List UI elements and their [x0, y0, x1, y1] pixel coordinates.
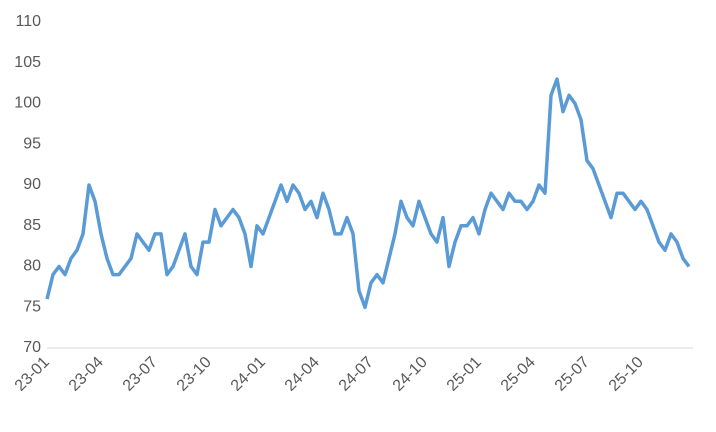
- x-tick-label: 24-04: [282, 354, 323, 395]
- y-tick-label: 80: [23, 258, 41, 275]
- y-tick-label: 105: [14, 54, 41, 71]
- x-tick-label: 25-01: [444, 354, 485, 395]
- y-tick-label: 95: [23, 135, 41, 152]
- x-tick-label: 23-01: [12, 354, 53, 395]
- y-tick-label: 90: [23, 176, 41, 193]
- y-tick-label: 110: [15, 13, 41, 30]
- y-tick-label: 75: [23, 298, 41, 315]
- x-tick-label: 25-10: [606, 354, 647, 395]
- x-tick-label: 25-04: [498, 354, 539, 395]
- x-tick-label: 25-07: [552, 354, 593, 395]
- y-tick-label: 85: [23, 217, 41, 234]
- x-tick-label: 24-01: [228, 354, 269, 395]
- y-tick-label: 100: [14, 95, 41, 112]
- x-tick-label: 24-10: [390, 354, 431, 395]
- x-tick-label: 23-04: [66, 354, 107, 395]
- y-tick-label: 70: [23, 339, 41, 356]
- x-tick-label: 23-07: [120, 354, 161, 395]
- x-tick-label: 23-10: [174, 354, 215, 395]
- line-series: [45, 77, 691, 310]
- x-tick-label: 24-07: [336, 354, 377, 395]
